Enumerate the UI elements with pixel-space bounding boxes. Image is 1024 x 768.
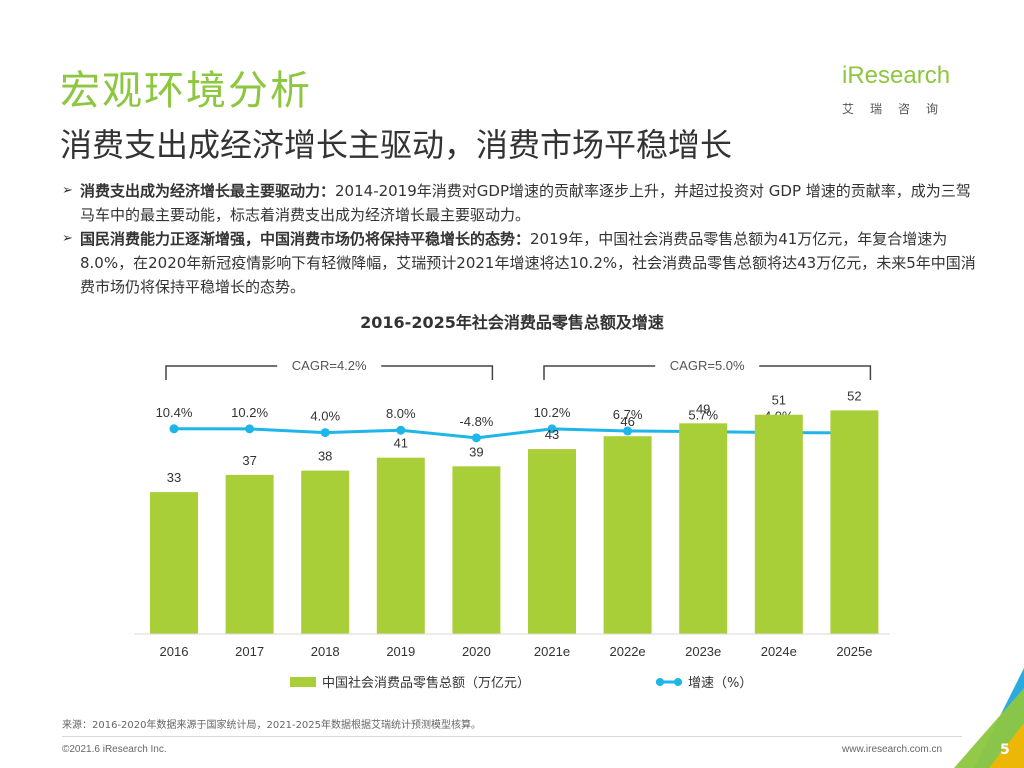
growth-point-2017 (245, 424, 255, 434)
bar-value-label: 52 (847, 388, 861, 403)
retail-sales-chart: 2016-2025年社会消费品零售总额及增速 CAGR=4.2% CAGR=5.0… (134, 313, 890, 691)
chart-title: 2016-2025年社会消费品零售总额及增速 (360, 313, 664, 332)
x-tick-label: 2025e (836, 644, 872, 659)
logo-wordmark: iResearch (842, 62, 951, 89)
x-tick-label: 2020 (462, 644, 491, 659)
legend-bar-label: 中国社会消费品零售总额（万亿元） (322, 675, 530, 691)
growth-point-2018 (320, 428, 330, 438)
legend-line-marker (674, 678, 682, 686)
bar-2020 (452, 466, 501, 634)
corner-decoration (954, 668, 1024, 768)
bar-value-label: 38 (318, 449, 332, 464)
bar-value-label: 39 (469, 444, 483, 459)
footer-divider (62, 736, 962, 737)
key-points: ➢ 消费支出成为经济增长最主要驱动力：2014-2019年消费对GDP增速的贡献… (62, 179, 982, 299)
x-tick-label: 2023e (685, 644, 721, 659)
bar-value-label: 37 (242, 453, 256, 468)
legend-line-marker (656, 678, 664, 686)
iresearch-logo: iResearch 艾瑞咨询 (842, 62, 982, 118)
growth-value-label: 10.2% (534, 405, 571, 420)
cagr-bracket-left (165, 365, 278, 380)
bar-value-label: 46 (620, 414, 634, 429)
x-tick-label: 2018 (311, 644, 340, 659)
legend-line-label: 增速（%） (688, 676, 752, 691)
growth-value-label: 10.4% (156, 405, 193, 420)
page-subtitle: 消费支出成经济增长主驱动，消费市场平稳增长 (60, 126, 733, 164)
cagr-label: CAGR=5.0% (670, 358, 745, 373)
x-tick-label: 2016 (160, 644, 189, 659)
bar-2019 (376, 457, 425, 634)
logo-subtitle: 艾瑞咨询 (842, 102, 955, 116)
arrow-icon: ➢ (62, 231, 73, 246)
source-note: 来源：2016-2020年数据来源于国家统计局，2021-2025年数据根据艾瑞… (62, 720, 482, 731)
legend-bar-swatch (290, 677, 316, 687)
bullet-text: 2014-2019年消费对GDP增速的贡献率逐步上升，并超过投资对 GDP 增速… (80, 182, 971, 224)
growth-value-label: 5.7% (688, 408, 718, 423)
bar-2017 (225, 474, 274, 634)
website-link[interactable]: www.iresearch.com.cn (842, 744, 943, 755)
bar-value-label: 41 (394, 436, 408, 451)
x-tick-label: 2022e (610, 644, 646, 659)
bullet-heading: 消费支出成为经济增长最主要驱动力： (80, 182, 336, 200)
copyright: ©2021.6 iResearch Inc. (62, 744, 167, 755)
bar-2025e (830, 410, 879, 634)
bullet-item: ➢ 国民消费能力正逐渐增强，中国消费市场仍将保持平稳增长的态势：2019年，中国… (62, 227, 982, 299)
bar-2023e (679, 423, 728, 634)
cagr-label: CAGR=4.2% (292, 358, 367, 373)
growth-value-label: 8.0% (386, 406, 416, 421)
growth-value-label: -4.8% (459, 414, 493, 429)
page-number: 5 (1000, 742, 1010, 758)
bar-2021e (528, 449, 576, 634)
bar-2018 (301, 470, 350, 634)
bar-value-label: 43 (545, 427, 559, 442)
cagr-bracket-right (759, 365, 872, 380)
bar-value-label: 51 (772, 393, 786, 408)
x-tick-label: 2021e (534, 644, 570, 659)
growth-point-2019 (396, 425, 406, 435)
growth-value-label: 10.2% (231, 405, 268, 420)
growth-value-label: 6.7% (613, 407, 643, 422)
x-tick-label: 2017 (235, 644, 264, 659)
growth-value-label: 4.0% (310, 409, 340, 424)
growth-point-2021e (547, 424, 557, 434)
bullet-heading: 国民消费能力正逐渐增强，中国消费市场仍将保持平稳增长的态势： (80, 230, 531, 248)
x-tick-label: 2019 (386, 644, 415, 659)
growth-point-2020 (471, 433, 481, 443)
growth-point-2022e (623, 426, 633, 436)
arrow-icon: ➢ (62, 183, 73, 198)
bar-2022e (603, 436, 652, 634)
bar-2016 (150, 492, 198, 634)
bar-value-label: 33 (167, 470, 181, 485)
bullet-text: 2019年，中国社会消费品零售总额为41万亿元，年复合增速为8.0%，在2020… (80, 230, 976, 296)
bar-value-label: 49 (696, 401, 710, 416)
cagr-bracket-right (381, 365, 494, 380)
x-tick-label: 2024e (761, 644, 797, 659)
bullet-item: ➢ 消费支出成为经济增长最主要驱动力：2014-2019年消费对GDP增速的贡献… (62, 179, 982, 227)
bar-2024e (754, 414, 803, 634)
page-title: 宏观环境分析 (60, 68, 312, 114)
cagr-bracket-left (543, 365, 656, 380)
growth-point-2016 (169, 424, 179, 434)
growth-line (173, 427, 855, 440)
